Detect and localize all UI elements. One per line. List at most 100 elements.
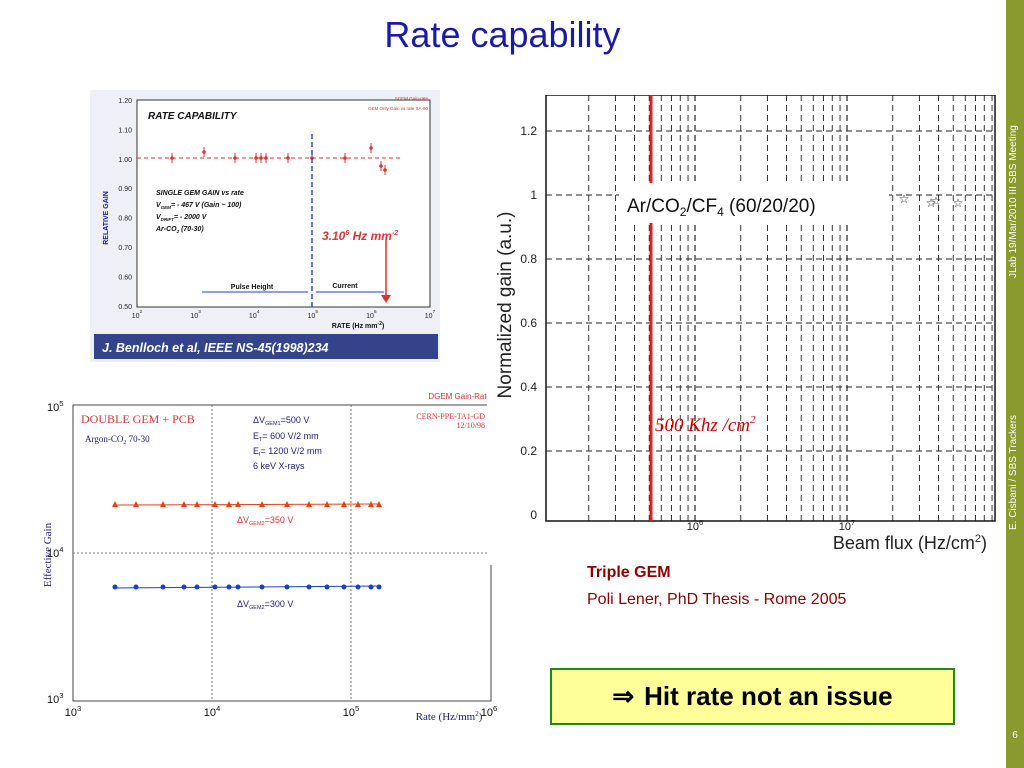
lower-data-point [341,584,347,590]
lower-data-point [133,584,139,590]
svg-text:Ar-CO2 (70-30): Ar-CO2 (70-30) [155,226,204,234]
data-point [369,146,373,150]
sidebar-meeting-text: JLab 19/Mar/2010 III SBS Meeting [1008,125,1019,278]
data-point [259,156,263,160]
svg-text:6 keV X-rays: 6 keV X-rays [253,461,305,471]
implies-arrow-icon: ⇒ [612,681,635,711]
upper-data-point [181,501,187,507]
x-tick-label: 107 [839,518,856,533]
upper-data-point [355,501,361,507]
y-tick-label: 1.20 [118,98,132,105]
lower-data-point [368,584,374,590]
upper-data-point [341,501,347,507]
lower-series-fit [114,585,380,589]
y-tick-label: 103 [47,691,64,706]
svg-text:EI= 1200 V/2 mm: EI= 1200 V/2 mm [253,446,322,458]
data-point [286,156,290,160]
x-tick-label: 103 [65,704,82,719]
sidebar-band [1006,0,1024,768]
lower-data-point [259,584,265,590]
upper-data-point [376,501,382,507]
svg-text:ΔVGEM1=500 V: ΔVGEM1=500 V [253,415,309,427]
current-label: Current [332,283,358,290]
citation-text: J. Benlloch et al, IEEE NS-45(1998)234 [102,341,329,355]
data-point [310,156,314,160]
x-tick-label: 106 [366,309,377,320]
rate-annotation: 500 Khz /cm2 [655,414,756,436]
x-tick-label: 102 [132,309,143,320]
x-tick-label: 106 [687,518,704,533]
data-point [254,156,258,160]
y-tick-label: 1.10 [118,127,132,134]
citation-banner [94,334,438,359]
x-tick-label: 105 [308,309,319,320]
y-tick-label: 1 [530,188,537,202]
pulse-height-label: Pulse Height [231,284,274,291]
upper-data-point [284,501,290,507]
y-tick-label: 1.2 [520,124,537,138]
caption-reference: Poli Lener, PhD Thesis - Rome 2005 [587,591,847,608]
sidebar-author-text: E. Cisbani / SBS Trackers [1008,414,1019,530]
conclusion-text: Hit rate not an issue [644,681,893,711]
x-tick-label: 104 [204,704,221,719]
upper-data-point [306,501,312,507]
lower-data-point [355,584,361,590]
date-label: 12/10/98 [457,421,485,430]
y-tick-label: 105 [47,399,64,414]
data-point: ☆ [926,196,937,210]
svg-text:ET= 600 V/2 mm: ET= 600 V/2 mm [253,431,319,443]
x-tick-label: 104 [249,309,260,320]
lower-data-point [194,584,200,590]
data-point [383,168,387,172]
gas-mixture-label: Ar/CO2/CF4 (60/20/20) [627,196,816,219]
data-point [170,156,174,160]
x-tick-label: 106 [481,704,498,719]
data-point: ☆ [899,192,910,206]
data-point [343,156,347,160]
upper-data-point [259,501,265,507]
y-tick-label: 0.80 [118,216,132,223]
upper-data-point [324,501,330,507]
upper-data-point [212,501,218,507]
y-tick-label: 1.00 [118,157,132,164]
upper-data-point [133,501,139,507]
lower-data-point [226,584,232,590]
lower-data-point [306,584,312,590]
lab-label: CERN-PPE-TA1-GD [416,412,485,421]
upper-data-point [368,501,374,507]
page-number: 6 [1012,730,1018,741]
x-tick-label: 107 [425,309,436,320]
x-tick-label: 105 [343,704,360,719]
y-tick-label: 0.70 [118,245,132,252]
upper-data-point [235,501,241,507]
y-tick-label: 0.4 [520,380,537,394]
data-point [264,156,268,160]
caption-title: Triple GEM [587,564,671,581]
legend-line-1: SGEM Gain-rate [395,96,429,101]
y-tick-label: 0.90 [118,186,132,193]
svg-text:VDRIFT= - 2000 V: VDRIFT= - 2000 V [156,214,208,222]
svg-text:VGEM= - 467 V (Gain ~ 100): VGEM= - 467 V (Gain ~ 100) [156,202,242,210]
legend-line-2: GEM Only Gain vs rate XA-90 [368,106,429,111]
plot-frame [545,95,996,522]
y-axis-label: Normalized gain (a.u.) [495,212,516,399]
rate-arrow-head [381,295,391,303]
panel-single-gem-plot: RELATIVE GAIN 1.20 1.10 1.00 0.90 0.80 0.70 0.… [90,90,440,362]
lower-data-point [235,584,241,590]
x-axis-label: RATE (Hz mm-2) [332,321,385,330]
note-line-1: SINGLE GEM GAIN vs rate [156,190,244,197]
data-point [233,156,237,160]
upper-data-point [160,501,166,507]
lower-data-point [324,584,330,590]
lower-data-point [112,584,118,590]
rate-limit-label: 3.106 Hz mm-2 [322,229,398,243]
gas-label: Argon-CO2 70-30 [85,434,150,446]
panel-double-gem-plot: DGEM Gain-Rate Effective Gain 105104103 … [37,390,503,732]
plot-frame [136,99,431,308]
gas-label-box [619,183,889,223]
data-point [202,150,206,154]
panel-a-title: RATE CAPABILITY [148,111,238,122]
y-tick-label: 0.60 [118,274,132,281]
y-tick-label: 0.6 [520,316,537,330]
upper-data-point [226,501,232,507]
